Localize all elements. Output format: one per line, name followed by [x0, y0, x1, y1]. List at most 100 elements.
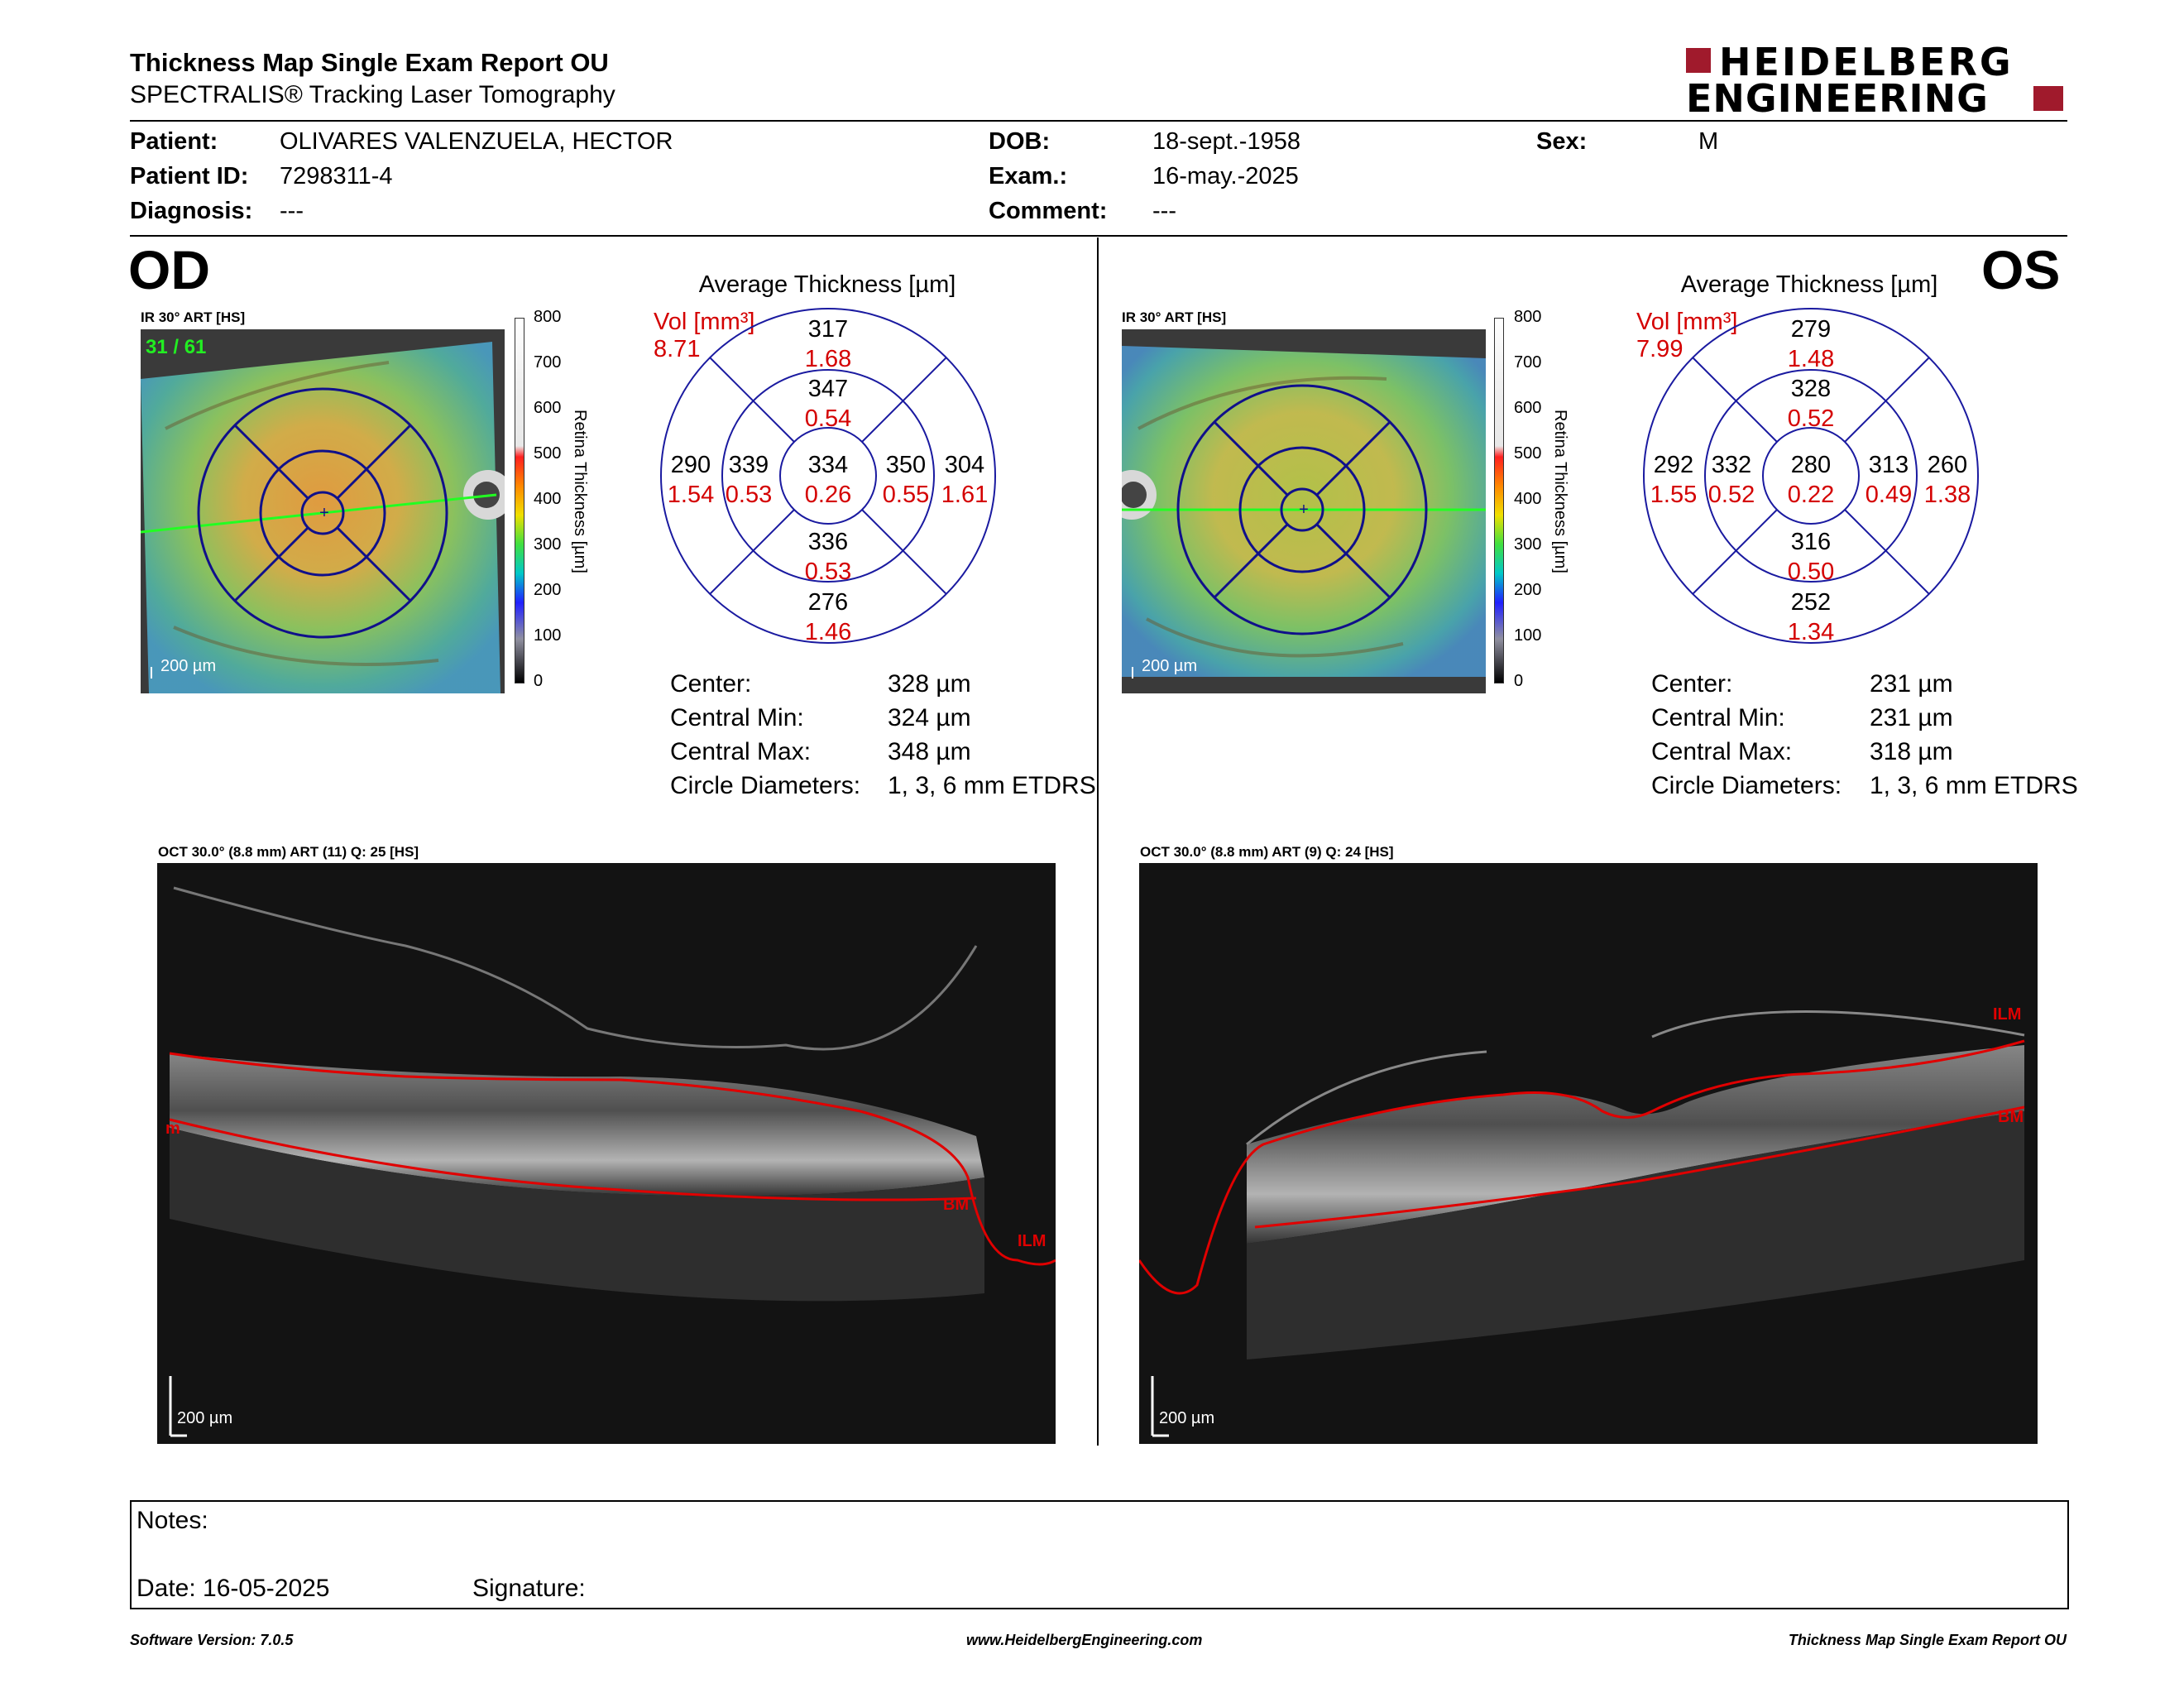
od-sector-outer-left: 290 1.54 — [667, 452, 715, 508]
os-ir-label: IR 30° ART [HS] — [1122, 309, 1227, 325]
os-fundus-thickness-map: + 200 µm — [1122, 329, 1486, 693]
od-sector-outer-right: 304 1.61 — [941, 452, 989, 508]
os-circle-diameters-value: 1, 3, 6 mm ETDRS — [1870, 772, 2078, 799]
od-circle-diameters-label: Circle Diameters: — [670, 772, 861, 799]
od-central-min-label: Central Min: — [670, 704, 804, 731]
os-scale-tick: 600 — [1514, 399, 1542, 417]
od-ir-label: IR 30° ART [HS] — [141, 309, 246, 325]
od-thickness-colorbar — [515, 318, 524, 683]
os-central-max-label: Central Max: — [1651, 738, 1793, 765]
dob-value: 18-sept.-1958 — [1152, 128, 1300, 155]
os-center-label: Center: — [1651, 670, 1733, 698]
od-oct-tag-ilm: ILM — [1018, 1232, 1046, 1250]
od-oct-label: OCT 30.0° (8.8 mm) ART (11) Q: 25 [HS] — [158, 844, 419, 860]
os-sector-inner-right: 313 0.49 — [1865, 452, 1913, 508]
os-central-min-value: 231 µm — [1870, 704, 1953, 731]
dob-label: DOB: — [989, 128, 1051, 155]
os-central-min-label: Central Min: — [1651, 704, 1785, 731]
diagnosis-value: --- — [280, 198, 304, 224]
exam-label: Exam.: — [989, 163, 1068, 189]
os-scale-tick: 200 — [1514, 581, 1542, 599]
os-sector-inner-left: 332 0.52 — [1707, 452, 1755, 508]
od-sector-center: 334 0.26 — [804, 452, 852, 508]
od-center-label: Center: — [670, 670, 752, 698]
os-scale-tick: 0 — [1514, 672, 1524, 690]
os-etdrs-grid — [1643, 308, 1979, 644]
os-avg-title: Average Thickness [µm] — [1680, 271, 1938, 298]
patient-name: OLIVARES VALENZUELA, HECTOR — [280, 128, 673, 155]
os-sector-outer-bottom: 252 1.34 — [1787, 589, 1835, 645]
od-central-max-value: 348 µm — [888, 738, 971, 765]
exam-value: 16-may.-2025 — [1152, 163, 1299, 189]
os-oct-bscan: ILM BM 200 µm — [1139, 863, 2038, 1444]
od-oct-tag-bm: BM — [943, 1196, 970, 1214]
heidelberg-logo: HEIDELBERG ENGINEERING — [1686, 40, 2068, 121]
os-oct-tag-ilm: ILM — [1993, 1005, 2022, 1024]
website-link[interactable]: www.HeidelbergEngineering.com — [966, 1632, 1203, 1648]
od-vol-label: Vol [mm³] — [654, 309, 755, 335]
od-scale-tick: 500 — [534, 444, 562, 463]
od-fundus-thickness-map: + 31 / 61 200 µm — [141, 329, 505, 693]
date-label: Date: 16-05-2025 — [136, 1575, 330, 1602]
od-scale-tick: 700 — [534, 353, 562, 372]
os-circle-diameters-label: Circle Diameters: — [1651, 772, 1842, 799]
os-scale-title: Retina Thickness [µm] — [1551, 410, 1569, 573]
os-vol-value: 7.99 — [1636, 336, 1684, 362]
od-eye-label: OD — [128, 239, 210, 300]
od-ir-scalebar: 200 µm — [160, 657, 217, 675]
od-scale-tick: 400 — [534, 490, 562, 508]
os-sector-inner-bottom: 316 0.50 — [1787, 529, 1835, 585]
od-etdrs-grid — [660, 308, 996, 644]
od-sector-outer-top: 317 1.68 — [804, 316, 852, 372]
od-sector-inner-left: 339 0.53 — [725, 452, 773, 508]
sex-value: M — [1698, 128, 1719, 155]
software-version: Software Version: 7.0.5 — [130, 1632, 294, 1648]
patient-label: Patient: — [130, 128, 218, 155]
os-oct-scalebar: 200 µm — [1159, 1409, 1215, 1427]
os-sector-inner-top: 328 0.52 — [1787, 376, 1835, 432]
patient-id-label: Patient ID: — [130, 163, 249, 189]
signature-label: Signature: — [472, 1575, 586, 1602]
patient-id: 7298311-4 — [280, 163, 393, 189]
od-sector-outer-bottom: 276 1.46 — [804, 589, 852, 645]
comment-label: Comment: — [989, 198, 1108, 224]
os-eye-label: OS — [1981, 239, 2061, 300]
os-scale-tick: 300 — [1514, 535, 1542, 554]
os-scale-tick: 500 — [1514, 444, 1542, 463]
os-sector-outer-right: 260 1.38 — [1923, 452, 1971, 508]
os-sector-center: 280 0.22 — [1787, 452, 1835, 508]
od-central-max-label: Central Max: — [670, 738, 812, 765]
sex-label: Sex: — [1536, 128, 1588, 155]
od-scale-tick: 300 — [534, 535, 562, 554]
os-oct-tag-bm: BM — [1998, 1108, 2024, 1126]
logo-text-line2: ENGINEERING — [1686, 76, 1989, 121]
os-center-value: 231 µm — [1870, 670, 1953, 698]
comment-value: --- — [1152, 198, 1176, 224]
os-scale-tick: 700 — [1514, 353, 1542, 372]
os-thickness-colorbar — [1494, 318, 1504, 683]
header-divider — [130, 120, 2067, 122]
os-ir-scalebar-mark — [1132, 667, 1133, 679]
od-scale-tick: 600 — [534, 399, 562, 417]
od-scale-tick: 0 — [534, 672, 544, 690]
od-oct-scalebar: 200 µm — [177, 1409, 233, 1427]
od-ir-scalebar-mark — [151, 667, 152, 679]
svg-text:+: + — [319, 504, 329, 522]
notes-box: Notes: Date: 16-05-2025 Signature: — [130, 1500, 2069, 1609]
os-scale-tick: 800 — [1514, 308, 1542, 326]
od-circle-diameters-value: 1, 3, 6 mm ETDRS — [888, 772, 1096, 799]
svg-text:+: + — [1299, 501, 1309, 519]
od-scale-tick: 100 — [534, 626, 562, 645]
eye-divider — [1097, 237, 1099, 1446]
os-scale-tick: 400 — [1514, 490, 1542, 508]
od-center-value: 328 µm — [888, 670, 971, 698]
os-central-max-value: 318 µm — [1870, 738, 1953, 765]
od-scale-title: Retina Thickness [µm] — [571, 410, 589, 573]
logo-text-line1: HEIDELBERG — [1719, 40, 2014, 84]
od-sector-inner-bottom: 336 0.53 — [804, 529, 852, 585]
os-vol-label: Vol [mm³] — [1636, 309, 1738, 335]
od-avg-title: Average Thickness [µm] — [698, 271, 956, 298]
notes-label: Notes: — [136, 1507, 208, 1534]
od-vol-value: 8.71 — [654, 336, 701, 362]
od-oct-tag-cut: m — [165, 1120, 180, 1138]
